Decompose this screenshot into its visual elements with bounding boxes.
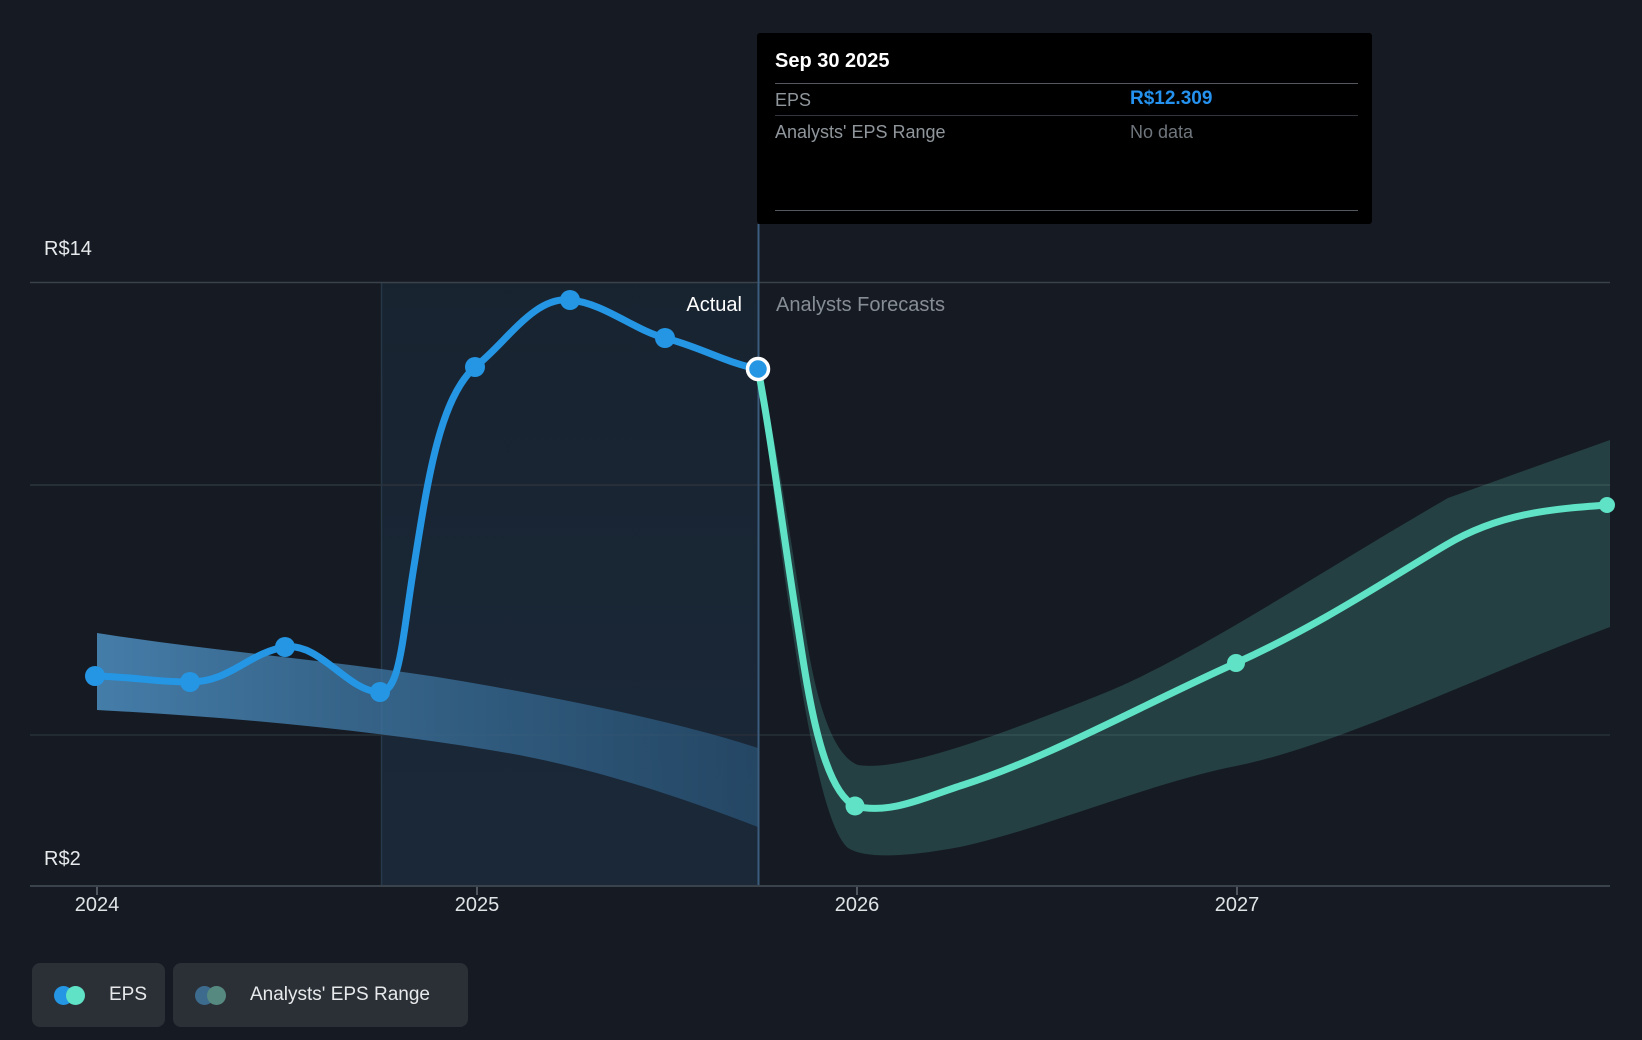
range-legend-dots-icon xyxy=(195,985,226,1005)
eps-point xyxy=(655,328,675,348)
x-axis-label-2025: 2025 xyxy=(454,894,500,916)
legend-pill-eps[interactable]: EPS xyxy=(32,963,165,1027)
eps-point xyxy=(465,357,485,377)
x-axis-label-2026: 2026 xyxy=(834,894,880,916)
historical-range-band xyxy=(97,633,758,827)
tooltip-range-value: No data xyxy=(1130,122,1194,142)
tooltip-eps-label: EPS xyxy=(775,90,812,110)
legend-eps-label: EPS xyxy=(109,984,148,1005)
forecast-point xyxy=(1227,654,1245,672)
eps-forecast-points xyxy=(845,497,1615,816)
x-axis-ticks xyxy=(96,887,1238,895)
tooltip-divider xyxy=(775,115,1358,116)
eps-forecast-line xyxy=(754,365,1611,812)
eps-point xyxy=(85,666,105,686)
forecast-range-band xyxy=(758,369,1610,856)
eps-point xyxy=(180,672,200,692)
range-teal-dot-icon xyxy=(207,985,226,1005)
phase-label-actual: Actual xyxy=(686,294,742,316)
eps-actual-line xyxy=(91,296,762,696)
tooltip-eps-value: R$12.309 xyxy=(1130,88,1213,109)
x-axis-label-2024: 2024 xyxy=(74,894,120,916)
forecast-point xyxy=(845,796,865,816)
eps-legend-dots-icon xyxy=(54,985,85,1005)
tooltip-range-label: Analysts' EPS Range xyxy=(775,122,946,142)
y-axis-label-top: R$14 xyxy=(44,238,92,260)
hovered-point-marker xyxy=(745,356,771,382)
tooltip-divider xyxy=(775,210,1358,211)
tooltip-date: Sep 30 2025 xyxy=(775,50,890,72)
phase-label-forecast: Analysts Forecasts xyxy=(776,294,945,316)
legend-pill-analysts-eps-range[interactable]: Analysts' EPS Range xyxy=(173,963,468,1027)
eps-actual-points xyxy=(85,290,675,702)
legend-range-label: Analysts' EPS Range xyxy=(250,984,430,1005)
eps-point xyxy=(370,682,390,702)
chart-tooltip: Sep 30 2025 EPS R$12.309 Analysts' EPS R… xyxy=(757,33,1372,224)
y-axis-label-bottom: R$2 xyxy=(44,848,81,870)
x-axis-label-2027: 2027 xyxy=(1214,894,1260,916)
eps-point xyxy=(275,637,295,657)
eps-point xyxy=(560,290,580,310)
forecast-point xyxy=(1599,497,1615,513)
eps-teal-dot-icon xyxy=(66,985,85,1005)
tooltip-divider xyxy=(775,83,1358,84)
